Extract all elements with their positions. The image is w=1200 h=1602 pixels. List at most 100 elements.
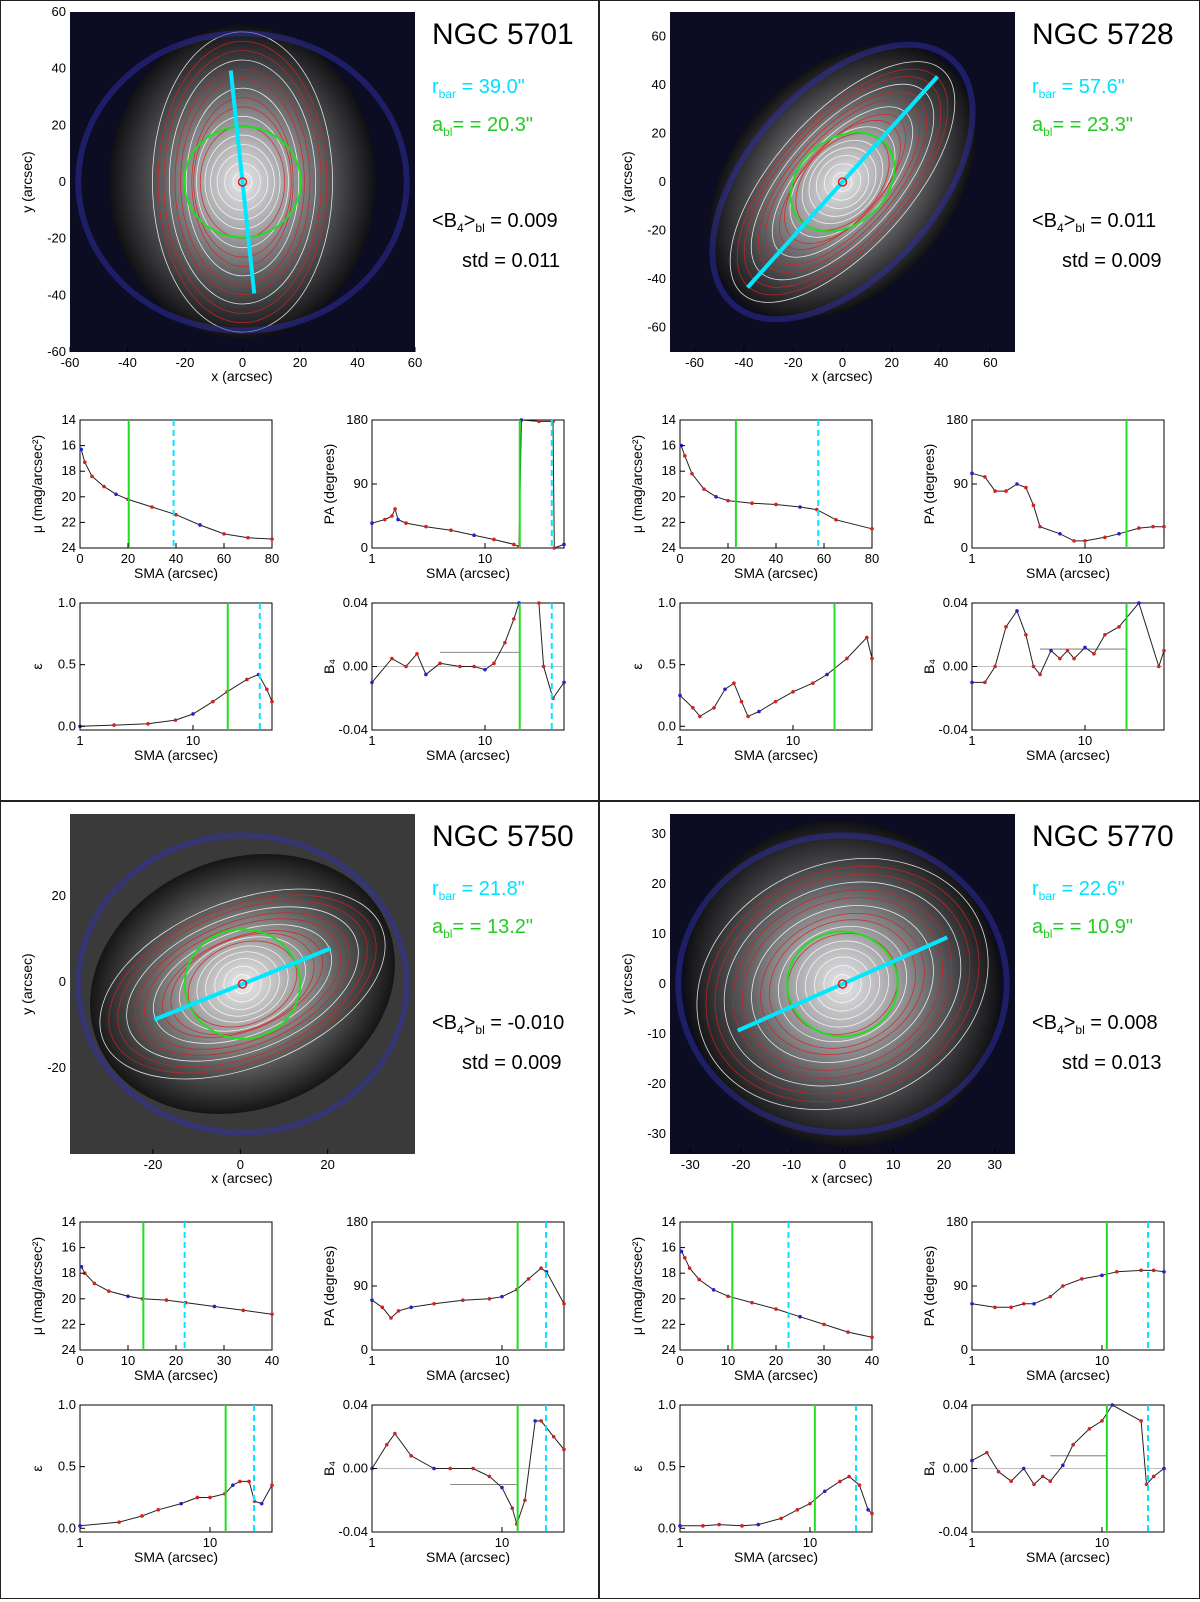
isophote-contour (729, 61, 956, 303)
eps-profile-line (79, 1480, 273, 1527)
x-tick-label: 1 (368, 551, 375, 566)
isophote-contour (705, 865, 980, 1103)
mu-data-point (711, 1288, 716, 1292)
pa-data-point (396, 1309, 401, 1313)
y-tick-label: 16 (62, 1240, 76, 1255)
sma-axis-label: SMA (arcsec) (1026, 1367, 1110, 1383)
pa-data-point (517, 544, 521, 549)
pa-data-point (424, 524, 428, 529)
b4-data-point (432, 1466, 436, 1471)
b4-data-point (1139, 1419, 1143, 1423)
pa-data-point (383, 517, 387, 522)
eps-data-point (825, 672, 829, 677)
isophote-contour (99, 888, 386, 1080)
b4-y-axis-label: B₄ (921, 659, 937, 674)
pa-data-point (1038, 524, 1042, 529)
eps-data-point (857, 1483, 862, 1487)
noise-ring (709, 41, 976, 323)
x-tick-label: 40 (169, 551, 183, 566)
b4-data-point (537, 601, 541, 605)
pa-data-point (1058, 531, 1062, 536)
isophote-contour (210, 144, 275, 220)
b4-data-point (415, 652, 419, 656)
eps-y-axis-label: ε (629, 1465, 645, 1471)
y-tick-label: 20 (652, 876, 666, 891)
eps-profile-line (79, 673, 273, 727)
mu-data-point (726, 1294, 730, 1299)
pa-data-point (544, 1269, 549, 1274)
eps-data-point (231, 1483, 235, 1487)
b4-data-point (983, 680, 987, 685)
y-tick-label: 90 (354, 1278, 368, 1293)
pa-data-point (512, 542, 516, 547)
y-tick-label: 0.04 (943, 1397, 968, 1412)
pa-data-point (551, 419, 555, 424)
y-tick-label: 0 (659, 174, 666, 189)
x-tick-label: 1 (368, 1535, 375, 1550)
y-tick-label: -20 (647, 223, 666, 238)
mu-data-point (683, 454, 687, 458)
mu-data-point (750, 501, 754, 506)
y-tick-label: 0.04 (343, 1397, 368, 1412)
y-tick-label: -0.04 (338, 722, 368, 737)
isophote-contour (180, 78, 305, 286)
bulge-size-label: abl= = 20.3" (432, 114, 533, 139)
y-tick-label: -40 (647, 271, 666, 286)
mean-b4-label: <B4>bl = 0.009 (432, 210, 558, 235)
b4-data-point (1065, 648, 1070, 653)
mu-data-point (798, 1314, 802, 1319)
pa-data-point (1083, 539, 1087, 543)
y-tick-label: 90 (954, 476, 968, 491)
isophote-contour (135, 912, 350, 1056)
y-tick-label: 20 (62, 489, 76, 504)
b4-y-axis-label: B₄ (921, 1461, 937, 1476)
isophote-contour (723, 881, 962, 1087)
galaxy-name: NGC 5750 (432, 820, 574, 853)
mean-b4-label: <B4>bl = 0.008 (1032, 1012, 1158, 1037)
pa-data-point (1151, 524, 1155, 529)
galaxy-image (670, 12, 1015, 352)
b4-data-point (517, 601, 521, 605)
x-tick-label: 40 (350, 355, 364, 370)
pa-data-point (370, 1298, 374, 1303)
eps-data-point (117, 1520, 121, 1524)
mu-data-point (846, 1330, 850, 1334)
eps-data-point (238, 1479, 242, 1484)
bar-line (736, 935, 949, 1033)
galaxy-panel-3: NGC 5750 rbar = 21.8" abl= = 13.2" <B4>b… (0, 802, 597, 1600)
b4-data-point (1157, 664, 1161, 669)
eps-data-point (773, 699, 778, 704)
galaxy-name: NGC 5701 (432, 18, 574, 51)
b4-data-point (1038, 672, 1042, 677)
y-tick-label: 0.0 (58, 718, 76, 733)
b4-data-point (370, 1466, 374, 1471)
y-tick-label: 1.0 (658, 595, 676, 610)
pa-data-point (1061, 1284, 1065, 1288)
mu-data-point (212, 1304, 217, 1309)
eps-plot-frame (679, 602, 873, 731)
x-tick-label: 0 (76, 551, 83, 566)
b4-data-point (970, 680, 974, 685)
y-tick-label: 22 (662, 514, 676, 529)
mu-data-point (83, 1271, 87, 1275)
mu-data-point (270, 1312, 274, 1316)
x-tick-label: -30 (681, 1157, 700, 1172)
x-tick-label: 0 (239, 355, 246, 370)
x-tick-label: 10 (495, 1535, 509, 1550)
x-tick-label: 1 (968, 733, 975, 748)
b4-data-point (539, 1419, 543, 1423)
image-y-axis-label: y (arcsec) (19, 151, 35, 212)
mu-profile-line (680, 1251, 873, 1338)
b4-y-axis-label: B₄ (321, 659, 337, 674)
eps-data-point (225, 689, 229, 694)
divider-horizontal (0, 800, 1200, 802)
b4-data-point (492, 661, 496, 666)
mu-data-point (679, 1249, 684, 1254)
pa-data-point (993, 489, 997, 493)
isophote-contour (696, 858, 989, 1110)
eps-data-point (270, 699, 274, 704)
b4-data-point (1040, 1474, 1045, 1479)
b4-data-point (487, 1474, 492, 1479)
divider-vertical (598, 0, 600, 1599)
b4-data-point (448, 1466, 453, 1471)
